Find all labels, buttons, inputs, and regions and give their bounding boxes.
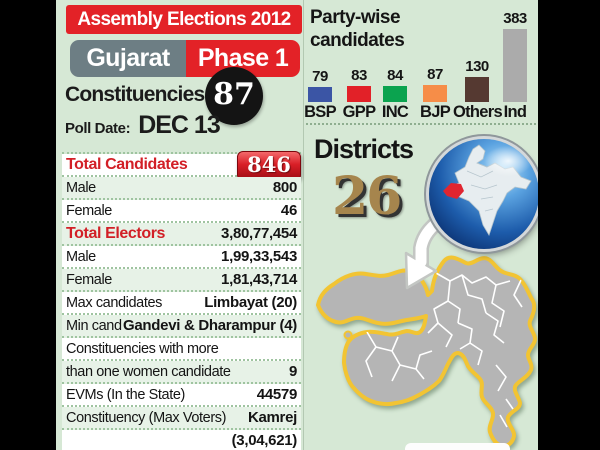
- row-value: 800: [272, 179, 297, 196]
- poll-date: Poll Date: DEC 13: [65, 111, 221, 140]
- row-value: 44579: [256, 386, 298, 403]
- row-label: EVMs (In the State): [66, 386, 185, 403]
- row-value: 1,99,33,543: [221, 248, 297, 265]
- chart-separator: [306, 123, 536, 125]
- bar-inc: [383, 86, 407, 102]
- bar-value-label: 79: [312, 68, 328, 85]
- row-label: Female: [66, 271, 112, 288]
- chart-title: Party-wise candidates: [310, 6, 405, 52]
- cutoff-box: [405, 443, 510, 450]
- total-candidates-badge: 846: [237, 151, 301, 181]
- table-row: Constituencies with more: [62, 338, 301, 361]
- state-name-box: Gujarat: [70, 40, 186, 77]
- bar-value-label: 383: [503, 10, 527, 27]
- table-row: Male 1,99,33,543: [62, 246, 301, 269]
- district-borders: [365, 272, 523, 428]
- row-label: Max candidates: [66, 294, 162, 311]
- row-label: Female: [66, 202, 112, 219]
- row-label: Constituencies with more: [66, 340, 219, 357]
- table-row: Max candidates Limbayat (20): [62, 292, 301, 315]
- table-row: EVMs (In the State) 44579: [62, 384, 301, 407]
- row-value: (3,04,621): [231, 432, 298, 449]
- bar-ind: [503, 29, 527, 102]
- infographic-panel: Assembly Elections 2012 Gujarat Phase 1 …: [56, 0, 538, 450]
- row-label: Constituency (Max Voters): [66, 409, 227, 426]
- table-row: Constituency (Max Voters) Kamrej: [62, 407, 301, 430]
- bar-bjp: [423, 85, 447, 102]
- constituencies-count-badge: 87: [205, 67, 263, 125]
- row-label: Min cand: [66, 317, 122, 334]
- stats-table: Total Candidates 846 Male 800 Female 46 Total …: [62, 151, 301, 450]
- bar-bsp: [308, 87, 332, 102]
- poll-date-value: DEC 13: [138, 111, 221, 139]
- districts-count: 26: [332, 166, 402, 227]
- row-label: Male: [66, 179, 96, 196]
- row-value: 3,80,77,454: [221, 225, 297, 242]
- bar-value-label: 87: [427, 66, 443, 83]
- row-value: Kamrej: [247, 409, 297, 426]
- bar-category-label: Others: [453, 103, 503, 121]
- row-value: Gandevi & Dharampur (4): [123, 317, 297, 334]
- constituencies-label: Constituencies: [65, 83, 205, 106]
- party-bar-chart: 79 BSP 83 GPP 84 INC 87 BJP 130 Others 383 Ind: [304, 0, 538, 122]
- row-label: than one women candidate: [66, 363, 231, 380]
- table-row: than one women candidate 9: [62, 361, 301, 384]
- table-row: Female 46: [62, 200, 301, 223]
- table-row: Total Electors 3,80,77,454: [62, 223, 301, 246]
- bar-value-label: 130: [465, 58, 489, 75]
- bar-value-label: 84: [387, 67, 403, 84]
- table-row: Min cand Gandevi & Dharampur (4): [62, 315, 301, 338]
- bar-value-label: 83: [351, 67, 367, 84]
- row-value: Limbayat (20): [204, 294, 297, 311]
- table-row: Total Candidates 846: [62, 151, 301, 181]
- row-value: 1,81,43,714: [221, 271, 297, 288]
- chart-title-line1: Party-wise: [310, 7, 401, 28]
- poll-date-label: Poll Date:: [65, 120, 131, 137]
- table-row: (3,04,621): [62, 430, 301, 450]
- row-label: Male: [66, 248, 96, 265]
- bar-category-label: Ind: [503, 103, 527, 121]
- row-value: 46: [280, 202, 297, 219]
- row-value: 9: [288, 363, 297, 380]
- row-label: Total Electors: [66, 224, 166, 242]
- bar-category-label: INC: [381, 103, 409, 121]
- bar-category-label: BSP: [304, 103, 337, 121]
- india-globe: [429, 139, 538, 249]
- bar-category-label: BJP: [420, 103, 451, 121]
- gujarat-highlight: [443, 183, 464, 199]
- bar-others: [465, 77, 489, 102]
- title-banner: Assembly Elections 2012: [66, 5, 302, 34]
- table-row: Female 1,81,43,714: [62, 269, 301, 292]
- column-divider: [303, 0, 304, 450]
- gujarat-outline: [316, 255, 537, 449]
- india-shape: [448, 144, 532, 236]
- districts-label: Districts: [314, 134, 414, 164]
- chart-title-line2: candidates: [310, 30, 405, 51]
- gujarat-map: [316, 255, 537, 449]
- row-label: Total Candidates: [66, 155, 188, 173]
- map-island: [343, 330, 353, 340]
- bar-category-label: GPP: [342, 103, 376, 121]
- table-row: Male 800: [62, 177, 301, 200]
- bar-gpp: [347, 86, 371, 102]
